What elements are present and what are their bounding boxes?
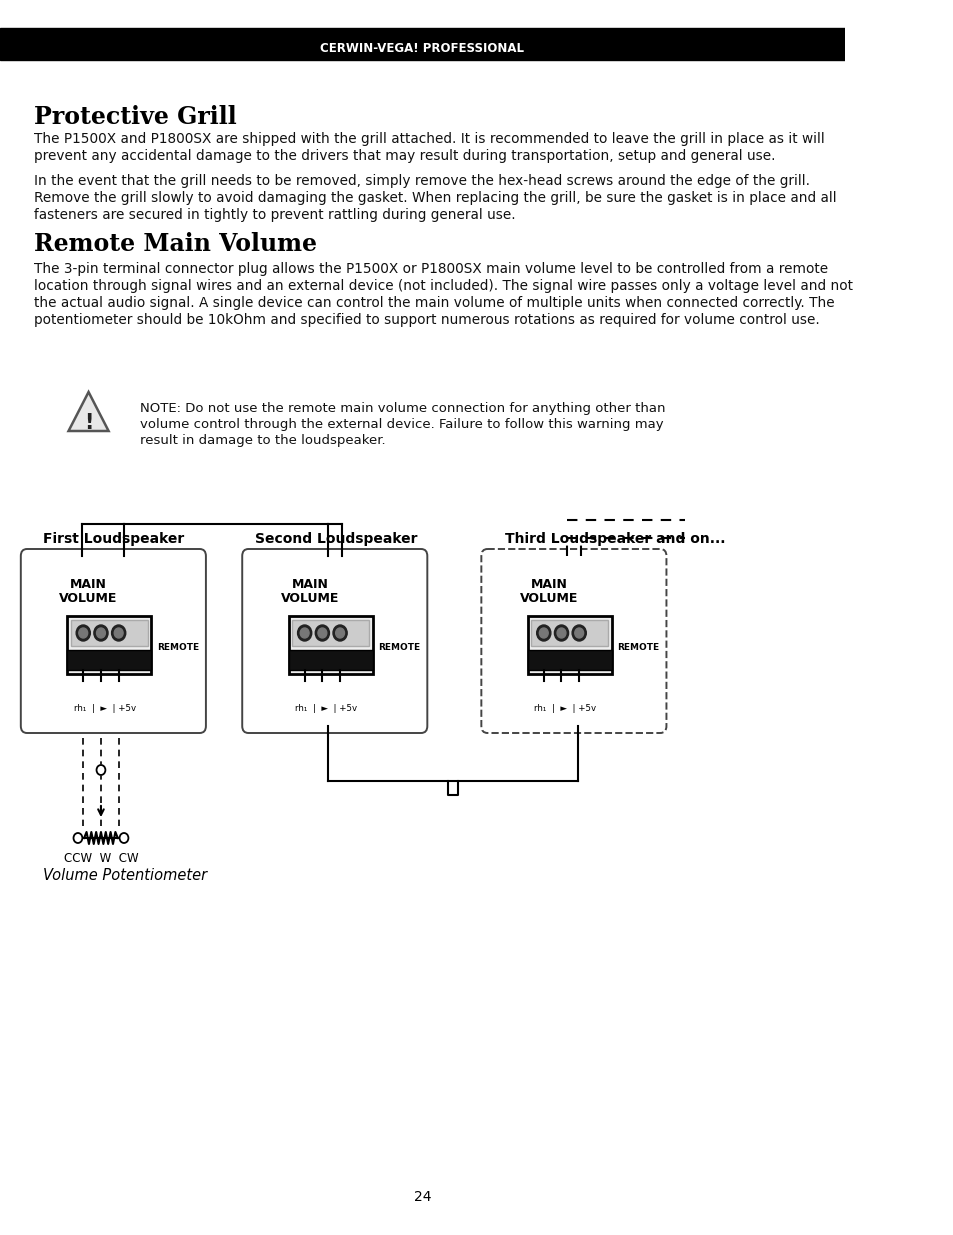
- Text: CERWIN-VEGA! PROFESSIONAL: CERWIN-VEGA! PROFESSIONAL: [320, 42, 524, 56]
- Text: Remote Main Volume: Remote Main Volume: [33, 232, 316, 256]
- Text: First Loudspeaker: First Loudspeaker: [43, 532, 184, 546]
- Text: the actual audio signal. A single device can control the main volume of multiple: the actual audio signal. A single device…: [33, 296, 834, 310]
- Text: The P1500X and P1800SX are shipped with the grill attached. It is recommended to: The P1500X and P1800SX are shipped with …: [33, 132, 823, 146]
- Text: MAIN
VOLUME: MAIN VOLUME: [280, 578, 339, 605]
- Text: location through signal wires and an external device (not included). The signal : location through signal wires and an ext…: [33, 279, 852, 293]
- Circle shape: [76, 625, 91, 641]
- Text: Remove the grill slowly to avoid damaging the gasket. When replacing the grill, : Remove the grill slowly to avoid damagin…: [33, 191, 836, 205]
- Circle shape: [93, 625, 108, 641]
- Text: rh₁  |  ►  | +5v: rh₁ | ► | +5v: [73, 704, 135, 713]
- Text: MAIN
VOLUME: MAIN VOLUME: [59, 578, 117, 605]
- Text: rh₁  |  ►  | +5v: rh₁ | ► | +5v: [294, 704, 356, 713]
- Bar: [292, 620, 369, 646]
- Circle shape: [96, 764, 105, 776]
- Text: 24: 24: [414, 1191, 431, 1204]
- Text: volume control through the external device. Failure to follow this warning may: volume control through the external devi…: [140, 417, 663, 431]
- Text: Second Loudspeaker: Second Loudspeaker: [255, 532, 417, 546]
- Text: result in damage to the loudspeaker.: result in damage to the loudspeaker.: [140, 433, 385, 447]
- Circle shape: [79, 629, 88, 638]
- Circle shape: [114, 629, 123, 638]
- Circle shape: [300, 629, 309, 638]
- Text: !: !: [84, 412, 93, 433]
- Circle shape: [335, 629, 344, 638]
- Bar: [68, 650, 152, 671]
- FancyBboxPatch shape: [481, 550, 666, 734]
- Circle shape: [537, 625, 550, 641]
- Circle shape: [119, 832, 129, 844]
- Circle shape: [112, 625, 126, 641]
- Circle shape: [557, 629, 565, 638]
- Text: potentiometer should be 10kOhm and specified to support numerous rotations as re: potentiometer should be 10kOhm and speci…: [33, 312, 819, 327]
- Bar: [531, 620, 608, 646]
- Text: NOTE: Do not use the remote main volume connection for anything other than: NOTE: Do not use the remote main volume …: [140, 403, 665, 415]
- FancyBboxPatch shape: [242, 550, 427, 734]
- Circle shape: [96, 629, 105, 638]
- Bar: [289, 616, 373, 674]
- Text: CCW  W  CW: CCW W CW: [64, 852, 138, 864]
- Text: Protective Grill: Protective Grill: [33, 105, 236, 128]
- Circle shape: [572, 625, 586, 641]
- Text: fasteners are secured in tightly to prevent rattling during general use.: fasteners are secured in tightly to prev…: [33, 207, 515, 222]
- Text: REMOTE: REMOTE: [156, 643, 198, 652]
- Bar: [527, 616, 611, 674]
- Circle shape: [333, 625, 347, 641]
- Bar: [0, 28, 844, 61]
- Text: rh₁  |  ►  | +5v: rh₁ | ► | +5v: [534, 704, 596, 713]
- Circle shape: [574, 629, 583, 638]
- Circle shape: [554, 625, 568, 641]
- FancyBboxPatch shape: [21, 550, 206, 734]
- Circle shape: [317, 629, 327, 638]
- Bar: [71, 620, 148, 646]
- Circle shape: [314, 625, 329, 641]
- Bar: [527, 650, 611, 671]
- Text: prevent any accidental damage to the drivers that may result during transportati: prevent any accidental damage to the dri…: [33, 149, 775, 163]
- Circle shape: [73, 832, 82, 844]
- Polygon shape: [69, 391, 109, 431]
- Bar: [68, 616, 152, 674]
- Text: Third Loudspeaker and on...: Third Loudspeaker and on...: [505, 532, 725, 546]
- Text: REMOTE: REMOTE: [617, 643, 659, 652]
- Text: REMOTE: REMOTE: [377, 643, 420, 652]
- Text: MAIN
VOLUME: MAIN VOLUME: [519, 578, 578, 605]
- Circle shape: [538, 629, 548, 638]
- Text: Volume Potentiometer: Volume Potentiometer: [43, 868, 207, 883]
- Text: The 3-pin terminal connector plug allows the P1500X or P1800SX main volume level: The 3-pin terminal connector plug allows…: [33, 262, 827, 275]
- Bar: [289, 650, 373, 671]
- Text: In the event that the grill needs to be removed, simply remove the hex-head scre: In the event that the grill needs to be …: [33, 174, 809, 188]
- Circle shape: [297, 625, 312, 641]
